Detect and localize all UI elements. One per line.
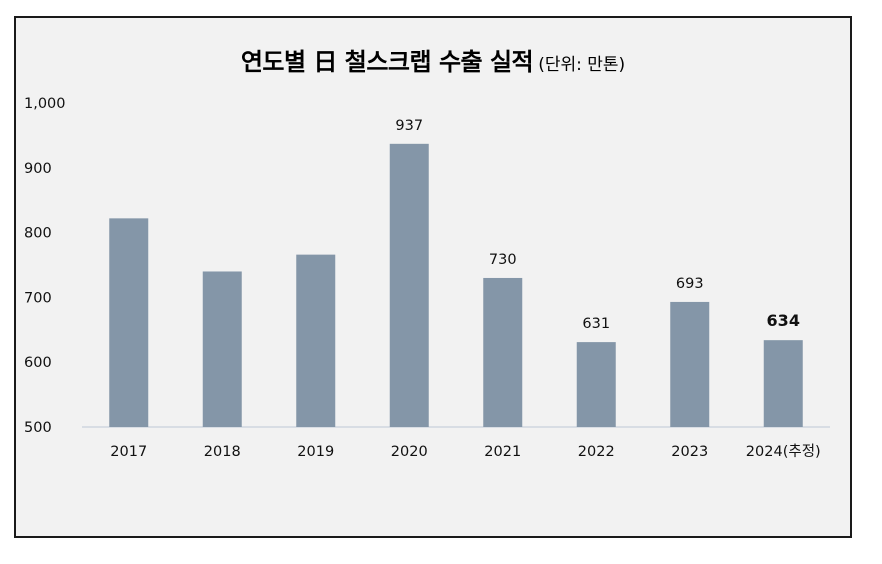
bar: [296, 254, 336, 427]
x-tick-label: 2019: [297, 444, 334, 460]
y-tick-label: 900: [24, 161, 52, 177]
chart-frame: 연도별 日 철스크랩 수출 실적 (단위: 만톤): [14, 16, 852, 538]
y-tick-label: 700: [24, 290, 52, 306]
y-tick-label: 1,000: [24, 96, 66, 112]
y-tick-label: 600: [24, 355, 52, 371]
data-label: 634: [767, 311, 800, 330]
chart-title: 연도별 日 철스크랩 수출 실적: [240, 48, 534, 76]
data-label: 937: [395, 118, 423, 134]
bar: [576, 342, 616, 427]
chart-unit-subtitle: (단위: 만톤): [538, 55, 626, 75]
x-tick-label: 2020: [391, 444, 428, 460]
bar: [763, 340, 803, 427]
y-tick-label: 800: [24, 226, 52, 242]
x-tick-label: 2017: [110, 444, 147, 460]
chart-title-row: 연도별 日 철스크랩 수출 실적 (단위: 만톤): [16, 42, 850, 77]
y-tick-label: 500: [24, 420, 52, 436]
bar: [670, 301, 710, 427]
bar: [483, 277, 523, 427]
data-label: 693: [676, 276, 704, 292]
x-tick-label: 2018: [204, 444, 241, 460]
x-tick-label: 2024(추정): [746, 443, 821, 460]
bar: [109, 218, 149, 427]
x-tick-label: 2021: [484, 444, 521, 460]
bar: [389, 143, 429, 427]
x-tick-label: 2023: [671, 444, 708, 460]
bar: [202, 271, 242, 427]
data-label: 730: [489, 252, 517, 268]
x-tick-label: 2022: [578, 444, 615, 460]
data-label: 631: [582, 316, 610, 332]
